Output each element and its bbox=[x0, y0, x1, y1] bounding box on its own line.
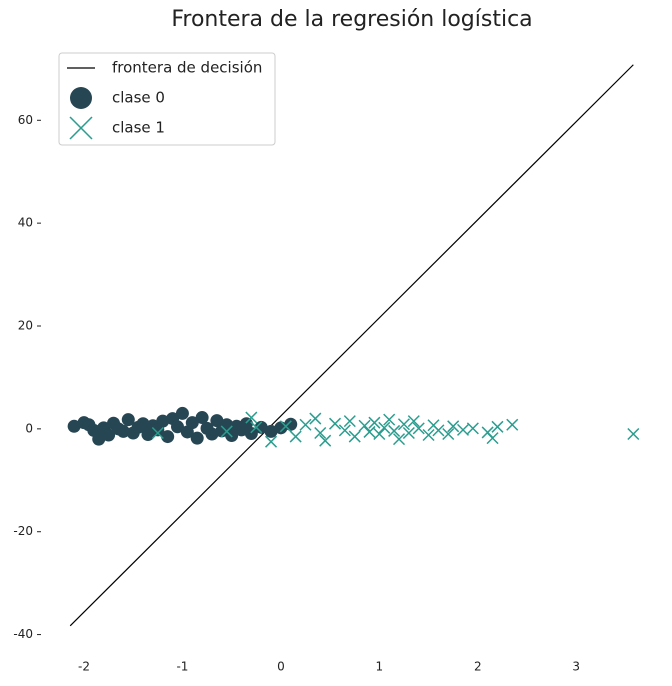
cross-marker bbox=[383, 413, 396, 426]
circle-marker bbox=[161, 430, 175, 444]
circle-marker bbox=[102, 428, 116, 442]
cross-marker bbox=[358, 419, 371, 432]
cross-marker bbox=[338, 424, 351, 437]
cross-marker bbox=[245, 411, 258, 424]
cross-marker bbox=[250, 421, 263, 434]
y-tick-label: 60 bbox=[18, 113, 33, 127]
cross-marker bbox=[432, 424, 445, 437]
circle-marker bbox=[195, 411, 209, 425]
circle-marker bbox=[171, 420, 185, 434]
y-tick-label: 20 bbox=[18, 319, 33, 333]
circle-marker bbox=[254, 420, 268, 434]
decision-line bbox=[69, 64, 634, 627]
circle-marker bbox=[70, 87, 92, 109]
cross-marker bbox=[466, 422, 479, 435]
legend-label: clase 1 bbox=[112, 119, 165, 137]
circle-marker bbox=[175, 406, 189, 420]
y-tick-label: 0 bbox=[25, 421, 33, 435]
cross-marker bbox=[329, 417, 342, 430]
cross-marker bbox=[309, 412, 322, 425]
circle-marker bbox=[92, 432, 106, 446]
x-tick-label: -2 bbox=[78, 660, 90, 674]
y-tick-label: -20 bbox=[13, 524, 33, 538]
circle-marker bbox=[190, 431, 204, 445]
cross-marker bbox=[486, 432, 499, 445]
circle-marker bbox=[67, 419, 81, 433]
cross-marker bbox=[299, 418, 312, 431]
cross-marker bbox=[412, 422, 425, 435]
chart-title: Frontera de la regresión logística bbox=[171, 7, 532, 32]
cross-marker bbox=[289, 430, 302, 443]
cross-marker bbox=[348, 430, 361, 443]
cross-marker bbox=[388, 424, 401, 437]
x-tick-label: -1 bbox=[176, 660, 188, 674]
legend-box bbox=[58, 52, 276, 146]
circle-marker bbox=[264, 424, 278, 438]
cross-marker bbox=[378, 421, 391, 434]
x-tick-label: 1 bbox=[376, 660, 384, 674]
cross-marker bbox=[368, 416, 381, 429]
x-tick-label: 0 bbox=[277, 660, 285, 674]
circle-marker bbox=[121, 413, 135, 427]
cross-marker bbox=[343, 415, 356, 428]
y-tick-label: -40 bbox=[13, 627, 33, 641]
x-tick-label: 3 bbox=[572, 660, 580, 674]
cross-marker bbox=[319, 434, 332, 447]
cross-marker bbox=[151, 426, 164, 440]
circle-marker bbox=[244, 426, 258, 440]
circle-marker bbox=[156, 414, 170, 428]
cross-marker bbox=[363, 425, 376, 438]
circle-marker bbox=[136, 417, 150, 431]
cross-marker bbox=[220, 425, 233, 438]
cross-marker bbox=[373, 427, 386, 441]
cross-marker bbox=[627, 427, 640, 441]
cross-marker bbox=[69, 116, 93, 140]
x-tick-label: 2 bbox=[474, 660, 482, 674]
y-tick-label: 40 bbox=[18, 216, 33, 230]
cross-marker bbox=[407, 415, 420, 428]
legend-label: frontera de decisión bbox=[112, 59, 262, 77]
circle-marker bbox=[116, 424, 130, 438]
cross-marker bbox=[456, 423, 470, 436]
cross-marker bbox=[422, 428, 435, 442]
cross-marker bbox=[265, 435, 278, 448]
cross-marker bbox=[447, 420, 460, 433]
circle-marker bbox=[185, 416, 199, 430]
cross-marker bbox=[397, 418, 410, 431]
cross-marker bbox=[402, 426, 415, 440]
cross-marker bbox=[279, 420, 292, 433]
cross-marker bbox=[314, 426, 327, 440]
circle-marker bbox=[205, 427, 219, 441]
circle-marker bbox=[210, 414, 224, 428]
circle-marker bbox=[239, 417, 253, 431]
cross-marker bbox=[506, 418, 519, 431]
cross-marker bbox=[491, 420, 504, 433]
cross-marker bbox=[392, 433, 406, 446]
cross-marker bbox=[442, 427, 455, 441]
circle-marker bbox=[284, 417, 298, 431]
legend-label: clase 0 bbox=[112, 89, 165, 107]
